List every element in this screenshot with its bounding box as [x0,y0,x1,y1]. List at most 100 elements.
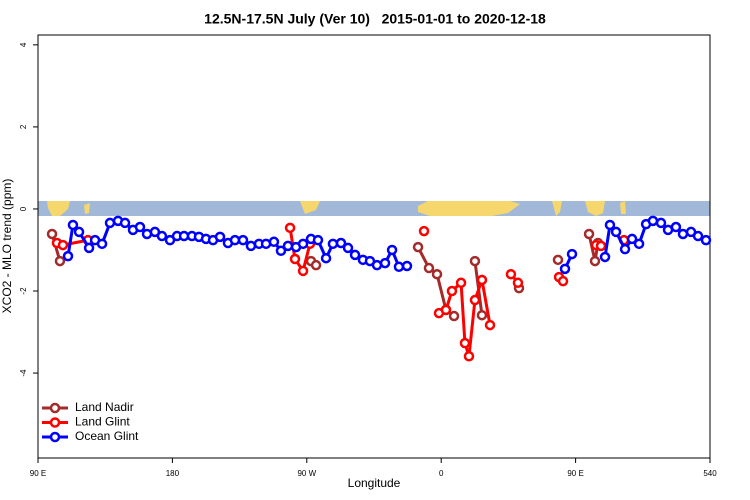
legend-marker [49,417,61,428]
chart-title: 12.5N-17.5N July (Ver 10) 2015-01-01 to … [204,11,546,27]
data-point [559,263,571,275]
land-patch [620,201,626,214]
data-point [476,274,488,286]
data-point [73,226,85,238]
data-point [312,234,324,246]
y-tick-label: 0 [19,206,28,211]
data-point [275,245,287,257]
data-point [633,238,645,250]
data-point [289,253,301,265]
x-tick-label: 540 [703,469,717,478]
data-point [237,234,249,246]
data-point [104,217,116,229]
data-point [54,255,66,267]
data-point [119,217,131,229]
data-point [245,240,257,252]
data-point [46,228,58,240]
land-patch [300,201,320,214]
data-point [552,254,564,266]
data-point [655,217,667,229]
data-point [459,337,471,349]
plot-frame [37,34,711,459]
data-point [57,239,69,251]
data-point [393,261,405,273]
data-point [505,268,517,280]
data-point [297,265,309,277]
x-tick-label: 90 W [297,469,316,478]
y-tick-label: 4 [19,42,28,47]
data-point [284,222,296,234]
data-point [589,255,601,267]
data-point [448,310,460,322]
data-point [423,262,435,274]
data-point [626,233,638,245]
data-point [62,250,74,262]
data-point [557,275,569,287]
data-point [96,238,108,250]
data-point [214,231,226,243]
x-tick-label: 180 [166,469,180,478]
data-point [455,277,467,289]
data-point [599,251,611,263]
y-tick-label: 2 [19,124,28,129]
data-point [335,237,347,249]
ocean-band [38,201,710,216]
x-axis-label: Longitude [348,476,401,490]
data-point [320,252,332,264]
data-point [595,240,607,252]
data-point [647,215,659,227]
legend-label: Ocean Glint [75,429,139,443]
land-patch [47,201,70,216]
land-strip [38,201,710,216]
data-point [677,228,689,240]
data-point [484,319,496,331]
y-tick-label: -2 [19,287,28,295]
legend-label: Land Nadir [75,400,134,414]
data-point [349,249,361,261]
data-point [83,242,95,254]
data-point [379,257,391,269]
data-point [327,238,339,250]
data-point [583,228,595,240]
x-tick-label: 90 E [567,469,583,478]
legend-marker [49,431,61,443]
land-patch [418,201,520,216]
data-point [297,238,309,250]
data-point [512,277,524,289]
data-point [463,351,475,362]
data-point [692,230,704,242]
data-point [156,230,168,242]
data-point [566,248,578,260]
legend-marker [49,402,61,414]
land-patch [585,201,605,216]
data-point [604,219,616,231]
data-point [282,240,294,252]
data-point [412,241,424,253]
data-point [67,219,79,231]
data-point [386,244,398,256]
data-point [700,234,712,246]
y-axis-label: XCO2 - MLO trend (ppm) [0,179,14,314]
data-point [440,304,452,316]
y-tick-label: -4 [19,369,28,377]
data-point [229,234,241,246]
x-tick-label: 0 [439,469,444,478]
data-point [134,221,146,233]
data-point [310,259,322,271]
data-point [268,236,280,248]
legend-label: Land Glint [75,415,130,429]
data-point [418,225,430,237]
x-tick-label: 90 E [30,469,46,478]
data-point [670,221,682,233]
land-patch [84,203,90,214]
data-point [446,285,458,297]
data-point [469,255,481,267]
data-point [619,243,631,255]
data-point [431,268,443,280]
data-point [610,226,622,238]
data-point [342,242,354,254]
data-point [469,294,481,306]
data-point [371,259,383,271]
data-point [476,309,488,321]
